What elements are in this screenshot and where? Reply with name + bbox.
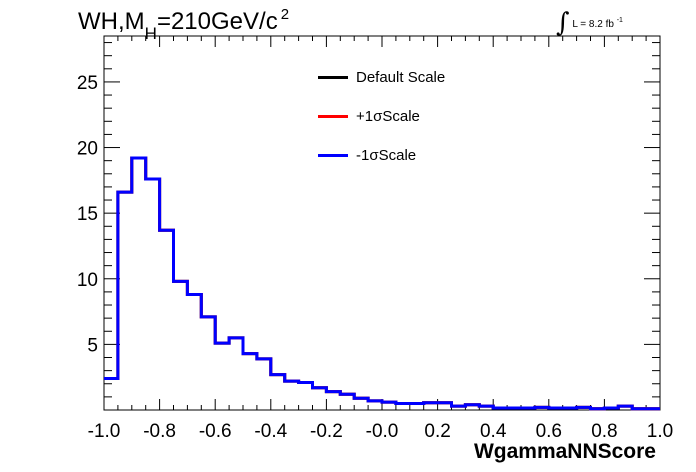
legend-label: +1σScale bbox=[356, 108, 420, 125]
title-subscript: H bbox=[144, 24, 157, 43]
y-tick-label: 20 bbox=[77, 139, 98, 160]
y-tick-label: 25 bbox=[77, 73, 98, 94]
series-line-2 bbox=[104, 156, 660, 411]
legend-swatch bbox=[318, 115, 348, 118]
legend-item-plus1sigma: +1σScale bbox=[318, 97, 445, 136]
x-tick-label: -0.4 bbox=[254, 421, 287, 442]
x-tick-label: -0.0 bbox=[366, 421, 399, 442]
luminosity-label: ∫ L = 8.2 fb -1 bbox=[556, 8, 623, 38]
legend-swatch bbox=[318, 76, 348, 79]
x-tick-label: -0.2 bbox=[310, 421, 343, 442]
x-tick-label: 1.0 bbox=[647, 421, 673, 442]
x-tick-label: 0.8 bbox=[591, 421, 617, 442]
axis-tick-labels: -1.0 -0.8 -0.6 -0.4 -0.2 -0.0 0.2 0.4 0.6 0.8 1.0 5… bbox=[77, 73, 673, 442]
x-axis-label: WgammaNNScore bbox=[473, 440, 656, 463]
legend-label: -1σScale bbox=[356, 147, 417, 164]
legend-item-minus1sigma: -1σScale bbox=[318, 136, 445, 175]
y-tick-label: 10 bbox=[77, 270, 98, 291]
series-group bbox=[104, 156, 660, 411]
y-tick-label: 5 bbox=[87, 335, 98, 356]
x-tick-label: -0.6 bbox=[199, 421, 232, 442]
lumi-superscript: -1 bbox=[616, 17, 623, 24]
legend-label: Default Scale bbox=[356, 69, 446, 86]
axis-ticks bbox=[103, 36, 661, 410]
integral-icon: ∫ bbox=[556, 8, 570, 38]
title-superscript: 2 bbox=[280, 6, 290, 23]
legend-item-default: Default Scale bbox=[318, 58, 445, 97]
x-tick-label: -1.0 bbox=[88, 421, 121, 442]
x-tick-label: -0.8 bbox=[143, 421, 176, 442]
x-tick-label: 0.4 bbox=[480, 421, 507, 442]
legend: Default Scale +1σScale -1σScale bbox=[318, 58, 445, 175]
x-tick-label: 0.6 bbox=[536, 421, 562, 442]
legend-swatch bbox=[318, 154, 348, 157]
x-tick-label: 0.2 bbox=[424, 421, 450, 442]
y-tick-label: 15 bbox=[77, 204, 98, 225]
chart-title: WH,MH=210GeV/c 2 bbox=[78, 6, 290, 43]
